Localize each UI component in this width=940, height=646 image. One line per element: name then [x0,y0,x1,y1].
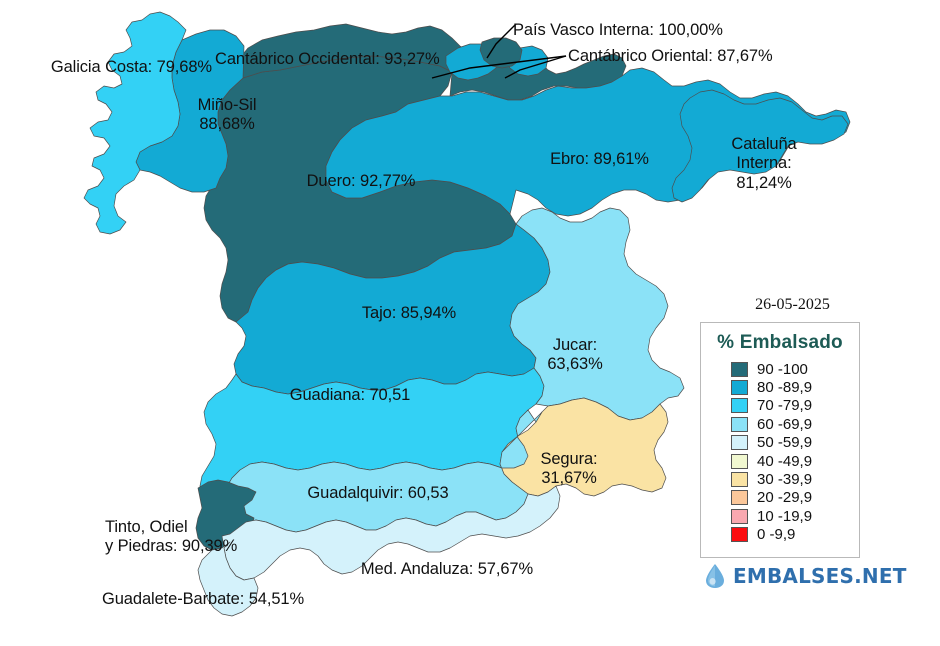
embalses-brand[interactable]: EMBALSES.NET [704,563,907,589]
map-label-ebro: Ebro: 89,61% [550,150,649,168]
map-label-duero: Duero: 92,77% [306,172,416,190]
legend-swatch [731,453,748,469]
map-label-mino-sil: Miño-Sil 88,68% [197,96,257,134]
legend-row[interactable]: 50 -59,9 [701,434,859,452]
map-label-tinto-odiel-y-piedras: Tinto, Odiel y Piedras: 90,39% [105,518,238,556]
map-label-cataluna-interna: Cataluña Interna: 81,24% [731,135,797,192]
legend-label: 70 -79,9 [757,397,813,415]
brand-name: EMBALSES.NET [733,564,907,588]
region-cataluna-interna[interactable] [671,89,849,203]
legend-label: 60 -69,9 [757,415,813,433]
map-label-galicia-costa: Galicia Costa: 79,68% [50,58,212,76]
legend-swatch [731,508,748,524]
legend-label: 0 -9,9 [757,526,796,544]
map-label-cantabrico-occidental: Cantábrico Occidental: 93,27% [215,50,440,68]
legend-swatch [731,435,748,451]
legend-swatch [731,380,748,396]
map-label-med-andaluza: Med. Andaluza: 57,67% [360,560,534,578]
map-label-guadalete-barbate: Guadalete-Barbate: 54,51% [102,590,305,608]
region-galicia-costa[interactable] [83,11,187,235]
legend-label: 50 -59,9 [757,434,813,452]
legend-row[interactable]: 0 -9,9 [701,526,859,544]
legend-swatch [731,472,748,488]
leader-line-cantabrico-oriental [504,55,567,79]
water-drop-icon [706,564,724,588]
legend-label: 10 -19,9 [757,507,813,525]
legend-label: 40 -49,9 [757,452,813,470]
legend-title: % Embalsado [717,332,843,353]
region-jucar[interactable] [509,207,685,421]
legend-row[interactable]: 10 -19,9 [701,507,859,525]
map-label-pais-vasco-interna: País Vasco Interna: 100,00% [513,21,723,39]
legend-row[interactable]: 70 -79,9 [701,397,859,415]
legend-row[interactable]: 90 -100 [701,360,859,378]
legend-row[interactable]: 60 -69,9 [701,415,859,433]
map-label-segura: Segura: 31,67% [540,450,598,488]
legend-row[interactable]: 30 -39,9 [701,470,859,488]
legend-date: 26-05-2025 [755,296,830,313]
region-pais-vasco-interna[interactable] [479,37,523,69]
leader-line-pais-vasco-tail [431,55,567,79]
region-cantabrico-occidental[interactable] [234,23,627,101]
map-label-tajo: Tajo: 85,94% [361,304,457,322]
legend-row[interactable]: 80 -89,9 [701,378,859,396]
legend-swatch [731,398,748,414]
legend-swatch [731,361,748,377]
legend-label: 20 -29,9 [757,489,813,507]
legend-swatch [731,527,748,543]
leader-line-pais-vasco [486,23,517,59]
map-label-guadalquivir: Guadalquivir: 60,53 [307,484,449,502]
legend-label: 80 -89,9 [757,379,813,397]
legend-label: 30 -39,9 [757,471,813,489]
map-label-cantabrico-oriental: Cantábrico Oriental: 87,67% [568,47,773,65]
region-guadalete-barbate[interactable] [197,541,259,617]
map-label-jucar: Jucar: 63,63% [547,336,603,374]
legend-row[interactable]: 40 -49,9 [701,452,859,470]
region-med-andaluza[interactable] [221,485,561,581]
legend-label: 90 -100 [757,360,808,378]
legend-swatch [731,416,748,432]
map-label-guadiana: Guadiana: 70,51 [289,386,411,404]
legend-panel: % Embalsado 90 -100 80 -89,9 70 -79,9 60 -6… [700,322,860,558]
legend-row[interactable]: 20 -29,9 [701,489,859,507]
legend-rows: 90 -100 80 -89,9 70 -79,9 60 -69,9 50 -59,9 4… [701,360,859,544]
legend-swatch [731,490,748,506]
